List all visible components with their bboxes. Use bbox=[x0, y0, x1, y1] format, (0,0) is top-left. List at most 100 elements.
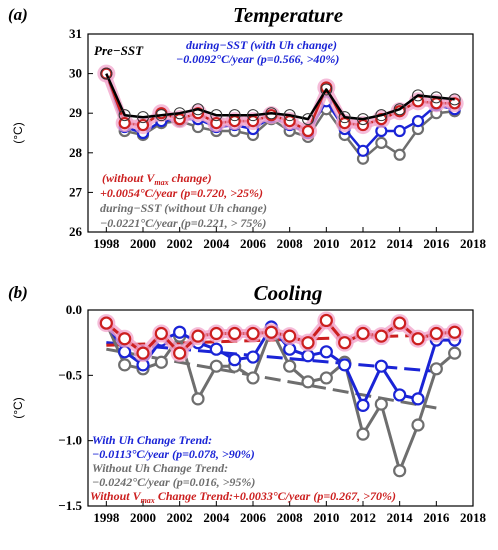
point-without-vmax-change-2009 bbox=[301, 124, 315, 138]
point-pre-sst-2001 bbox=[155, 109, 168, 122]
point-pre-sst-2009 bbox=[302, 113, 314, 126]
point-pre-sst-2016 bbox=[430, 91, 443, 104]
anno-without-uh-trend: −0.0221°C/year (p=0.221, > 75%) bbox=[100, 216, 266, 230]
point-pre-sst-2006 bbox=[247, 109, 259, 122]
point-with-uh-change-trend-2006 bbox=[246, 350, 260, 364]
point-with-uh-change-trend-1999 bbox=[118, 345, 132, 359]
x-tick-label-2008: 2008 bbox=[277, 510, 304, 525]
point-without-uh-change-trend-2004 bbox=[209, 359, 223, 373]
point-without-vmax-change-trend-2012 bbox=[356, 326, 370, 341]
point-without-vmax-change-trend-2013 bbox=[374, 329, 388, 343]
point-pre-sst-2003 bbox=[192, 103, 204, 116]
point-without-uh-change-trend-2003 bbox=[191, 392, 205, 406]
point-without-vmax-change-trend-2014 bbox=[393, 316, 407, 330]
x-tick-label-2002: 2002 bbox=[167, 510, 193, 525]
y-tick-label-3: 29 bbox=[69, 105, 83, 120]
panel-b-annotations: With Uh Change Trend: −0.0113°C/year (p=… bbox=[90, 433, 396, 505]
panel-a-label: (a) bbox=[8, 5, 28, 24]
point-without-vmax-change-trend-2010 bbox=[319, 313, 333, 328]
point-with-uh-change-trend-2015 bbox=[411, 392, 425, 406]
panel-b-ylabel: (°C) bbox=[11, 397, 25, 418]
anno-with-uh-value: −0.0113°C/year (p=0.078, >90%) bbox=[92, 447, 255, 461]
anno-pre-sst: Pre−SST bbox=[94, 43, 144, 58]
series-line-pre-sst bbox=[105, 73, 455, 121]
point-without-vmax-change-trend-2007 bbox=[264, 325, 278, 339]
panel-a-ylabel: (°C) bbox=[11, 122, 25, 143]
x-tick-label-2006: 2006 bbox=[240, 236, 267, 251]
point-pre-sst-2004 bbox=[210, 109, 223, 122]
point-without-vmax-change-trend-2011 bbox=[338, 336, 352, 350]
x-tick-label-2018: 2018 bbox=[460, 236, 487, 251]
x-tick-label-2012: 2012 bbox=[350, 236, 376, 251]
point-without-vmax-change-trend-2003 bbox=[191, 329, 205, 343]
point-without-vmax-change-trend-2006 bbox=[246, 326, 260, 341]
x-tick-label-2004: 2004 bbox=[203, 510, 230, 525]
point-without-uh-change-trend-2009 bbox=[301, 375, 315, 389]
point-without-vmax-change-trend-2016 bbox=[429, 326, 443, 341]
panel-cooling: (b) Cooling (°C) 1998 2000 2002 2004 2006 200… bbox=[8, 281, 487, 525]
point-without-uh-change-trend-2013 bbox=[374, 397, 388, 411]
y-tick-label-4: 30 bbox=[69, 66, 82, 81]
x-tick-label-2002: 2002 bbox=[167, 236, 193, 251]
x-tick-label-2016: 2016 bbox=[423, 236, 450, 251]
point-with-uh-change-trend-2002 bbox=[173, 325, 187, 339]
point-with-uh-change-trend-2008 bbox=[283, 342, 297, 356]
point-during-sst-without-uh-change-2013 bbox=[375, 136, 388, 149]
anno-with-uh: during−SST (with Uh change) bbox=[186, 38, 337, 52]
point-pre-sst-2005 bbox=[228, 109, 241, 122]
panel-b-ticks: 1998 2000 2002 2004 2006 2008 2010 2012 2014 2016… bbox=[58, 302, 486, 525]
point-without-vmax-change-trend-2008 bbox=[283, 329, 297, 343]
point-without-uh-change-trend-2017 bbox=[448, 346, 462, 360]
y-tick-label-0: −1.5 bbox=[58, 498, 82, 513]
point-pre-sst-2012 bbox=[357, 113, 369, 126]
panel-b-series bbox=[97, 311, 464, 478]
point-during-sst-with-uh-change-2014 bbox=[393, 124, 406, 138]
point-during-sst-with-uh-change-2015 bbox=[411, 115, 425, 128]
point-with-uh-change-trend-2004 bbox=[209, 342, 223, 356]
point-pre-sst-2010 bbox=[320, 83, 333, 96]
point-without-uh-change-trend-2015 bbox=[411, 418, 425, 432]
point-pre-sst-1999 bbox=[118, 109, 131, 122]
x-tick-label-2004: 2004 bbox=[203, 236, 230, 251]
point-without-uh-change-trend-2012 bbox=[356, 427, 370, 441]
x-tick-label-1998: 1998 bbox=[93, 510, 120, 525]
point-without-uh-change-trend-2001 bbox=[154, 355, 168, 369]
point-with-uh-change-trend-2011 bbox=[338, 358, 352, 372]
point-with-uh-change-trend-2010 bbox=[319, 345, 333, 359]
point-without-vmax-change-trend-1999 bbox=[118, 332, 132, 346]
point-without-vmax-change-trend-2004 bbox=[209, 326, 223, 341]
point-with-uh-change-trend-2013 bbox=[374, 359, 388, 373]
x-tick-label-2008: 2008 bbox=[277, 236, 304, 251]
point-pre-sst-2007 bbox=[265, 107, 278, 120]
point-pre-sst-2014 bbox=[393, 103, 406, 116]
panel-a-frame bbox=[87, 33, 474, 233]
x-tick-label-2016: 2016 bbox=[423, 510, 450, 525]
point-with-uh-change-trend-2009 bbox=[301, 349, 315, 363]
point-without-vmax-change-trend-2005 bbox=[228, 326, 242, 341]
anno-without-uh-value: −0.0242°C/year (p=0.016, >95%) bbox=[92, 475, 255, 489]
x-tick-label-2014: 2014 bbox=[387, 236, 414, 251]
point-without-vmax-change-trend-2017 bbox=[448, 325, 462, 339]
point-pre-sst-2000 bbox=[137, 111, 149, 124]
y-tick-label-3: 0.0 bbox=[66, 302, 82, 317]
panel-b-title: Cooling bbox=[254, 281, 323, 305]
x-tick-label-2018: 2018 bbox=[460, 510, 487, 525]
point-without-uh-change-trend-2014 bbox=[393, 464, 407, 478]
anno-without-vmax-trend: Without Vmax Change Trend:+0.0033°C/year… bbox=[90, 489, 396, 505]
point-pre-sst-1998 bbox=[100, 67, 113, 80]
x-tick-label-2012: 2012 bbox=[350, 510, 376, 525]
x-tick-label-2010: 2010 bbox=[313, 236, 339, 251]
anno-with-uh-trend: −0.0092°C/year (p=0.566, >40%) bbox=[176, 52, 339, 66]
x-tick-label-2010: 2010 bbox=[313, 510, 339, 525]
point-pre-sst-2002 bbox=[173, 107, 186, 120]
point-pre-sst-2013 bbox=[375, 109, 388, 122]
point-without-vmax-change-trend-2009 bbox=[301, 336, 315, 350]
point-pre-sst-2015 bbox=[412, 89, 424, 102]
point-with-uh-change-trend-2014 bbox=[393, 388, 407, 402]
point-without-uh-change-trend-2010 bbox=[319, 371, 333, 385]
point-during-sst-with-uh-change-2012 bbox=[356, 144, 370, 157]
point-pre-sst-2011 bbox=[338, 111, 351, 124]
panel-b-label: (b) bbox=[8, 283, 28, 302]
y-tick-label-1: −1.0 bbox=[58, 433, 82, 448]
